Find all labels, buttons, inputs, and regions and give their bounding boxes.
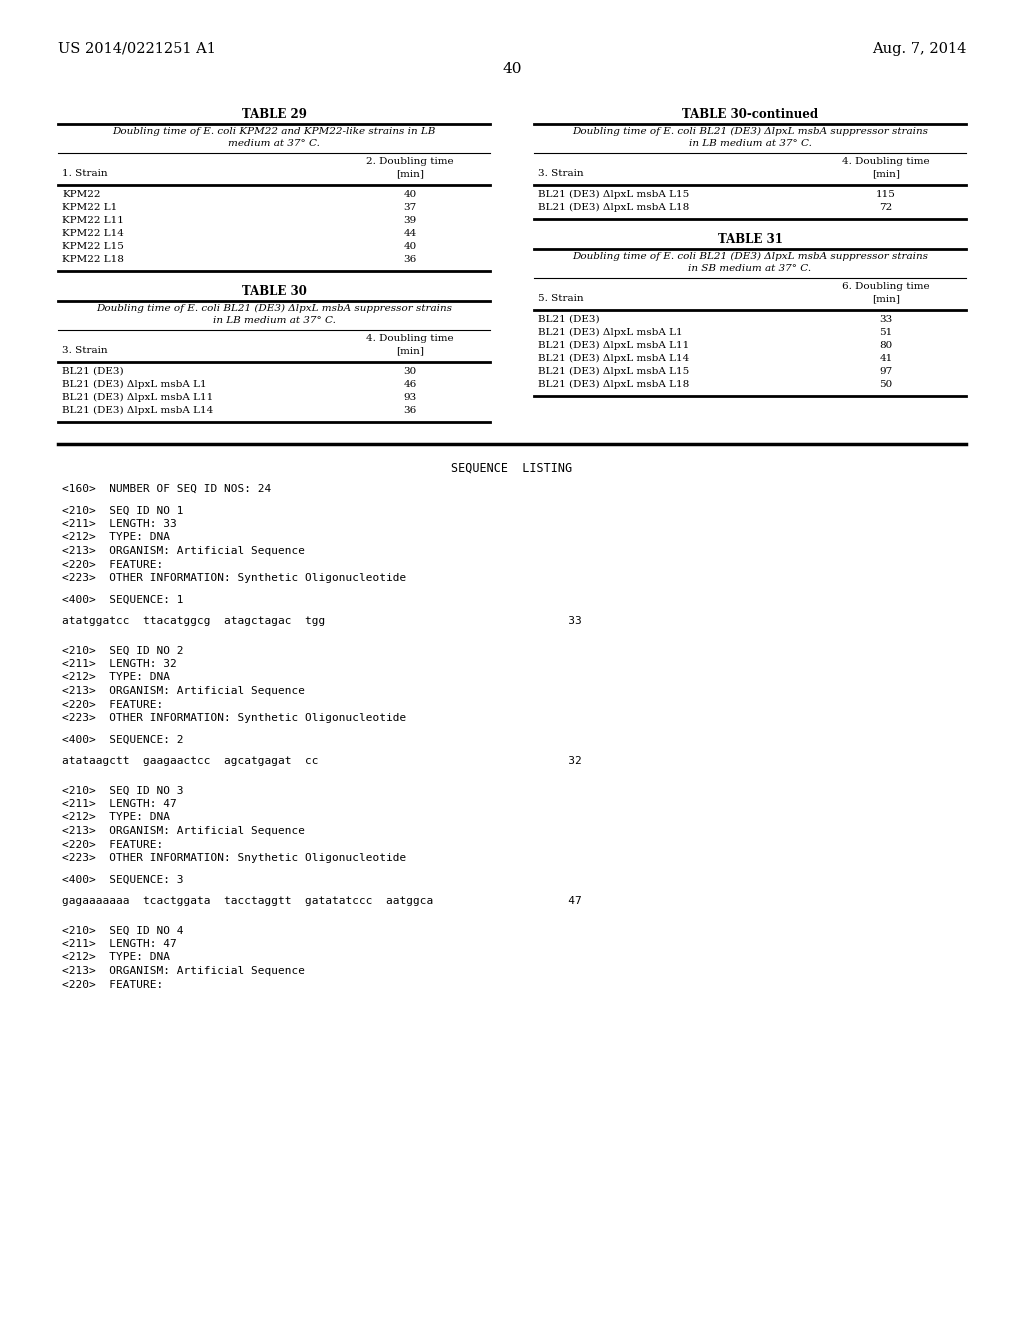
Text: KPM22 L1: KPM22 L1 (62, 203, 118, 213)
Text: <223>  OTHER INFORMATION: Synthetic Oligonucleotide: <223> OTHER INFORMATION: Synthetic Oligo… (62, 713, 407, 723)
Text: <212>  TYPE: DNA: <212> TYPE: DNA (62, 953, 170, 962)
Text: <213>  ORGANISM: Artificial Sequence: <213> ORGANISM: Artificial Sequence (62, 826, 305, 836)
Text: BL21 (DE3) ΔlpxL msbA L15: BL21 (DE3) ΔlpxL msbA L15 (538, 367, 689, 376)
Text: atatggatcc  ttacatggcg  atagctagac  tgg                                    33: atatggatcc ttacatggcg atagctagac tgg 33 (62, 616, 582, 626)
Text: 2. Doubling time: 2. Doubling time (367, 157, 454, 166)
Text: TABLE 30: TABLE 30 (242, 285, 306, 298)
Text: 1. Strain: 1. Strain (62, 169, 108, 178)
Text: BL21 (DE3) ΔlpxL msbA L1: BL21 (DE3) ΔlpxL msbA L1 (538, 327, 683, 337)
Text: BL21 (DE3) ΔlpxL msbA L14: BL21 (DE3) ΔlpxL msbA L14 (538, 354, 689, 363)
Text: 97: 97 (880, 367, 893, 376)
Text: KPM22 L11: KPM22 L11 (62, 216, 124, 224)
Text: SEQUENCE  LISTING: SEQUENCE LISTING (452, 462, 572, 475)
Text: 51: 51 (880, 327, 893, 337)
Text: BL21 (DE3) ΔlpxL msbA L18: BL21 (DE3) ΔlpxL msbA L18 (538, 380, 689, 389)
Text: <400>  SEQUENCE: 2: <400> SEQUENCE: 2 (62, 734, 183, 744)
Text: 6. Doubling time: 6. Doubling time (843, 282, 930, 290)
Text: gagaaaaaaa  tcactggata  tacctaggtt  gatatatccc  aatggca                    47: gagaaaaaaa tcactggata tacctaggtt gatatat… (62, 896, 582, 906)
Text: <211>  LENGTH: 32: <211> LENGTH: 32 (62, 659, 177, 669)
Text: Aug. 7, 2014: Aug. 7, 2014 (871, 42, 966, 55)
Text: <211>  LENGTH: 47: <211> LENGTH: 47 (62, 939, 177, 949)
Text: <210>  SEQ ID NO 1: <210> SEQ ID NO 1 (62, 506, 183, 516)
Text: 36: 36 (403, 255, 417, 264)
Text: KPM22 L15: KPM22 L15 (62, 242, 124, 251)
Text: <223>  OTHER INFORMATION: Synthetic Oligonucleotide: <223> OTHER INFORMATION: Synthetic Oligo… (62, 573, 407, 583)
Text: 115: 115 (877, 190, 896, 199)
Text: 5. Strain: 5. Strain (538, 294, 584, 304)
Text: KPM22: KPM22 (62, 190, 100, 199)
Text: 93: 93 (403, 393, 417, 403)
Text: 37: 37 (403, 203, 417, 213)
Text: Doubling time of E. coli BL21 (DE3) ΔlpxL msbA suppressor strains: Doubling time of E. coli BL21 (DE3) Δlpx… (572, 127, 928, 136)
Text: <211>  LENGTH: 33: <211> LENGTH: 33 (62, 519, 177, 529)
Text: BL21 (DE3): BL21 (DE3) (538, 315, 600, 323)
Text: 33: 33 (880, 315, 893, 323)
Text: <400>  SEQUENCE: 3: <400> SEQUENCE: 3 (62, 874, 183, 884)
Text: 40: 40 (403, 242, 417, 251)
Text: <210>  SEQ ID NO 4: <210> SEQ ID NO 4 (62, 925, 183, 936)
Text: in LB medium at 37° C.: in LB medium at 37° C. (213, 315, 336, 325)
Text: <211>  LENGTH: 47: <211> LENGTH: 47 (62, 799, 177, 809)
Text: TABLE 30-continued: TABLE 30-continued (682, 108, 818, 121)
Text: TABLE 31: TABLE 31 (718, 234, 782, 246)
Text: <212>  TYPE: DNA: <212> TYPE: DNA (62, 532, 170, 543)
Text: BL21 (DE3): BL21 (DE3) (62, 367, 124, 376)
Text: <212>  TYPE: DNA: <212> TYPE: DNA (62, 813, 170, 822)
Text: <223>  OTHER INFORMATION: Snythetic Oligonucleotide: <223> OTHER INFORMATION: Snythetic Oligo… (62, 853, 407, 863)
Text: 3. Strain: 3. Strain (538, 169, 584, 178)
Text: BL21 (DE3) ΔlpxL msbA L18: BL21 (DE3) ΔlpxL msbA L18 (538, 203, 689, 213)
Text: 4. Doubling time: 4. Doubling time (367, 334, 454, 343)
Text: <400>  SEQUENCE: 1: <400> SEQUENCE: 1 (62, 594, 183, 605)
Text: [min]: [min] (872, 294, 900, 304)
Text: <213>  ORGANISM: Artificial Sequence: <213> ORGANISM: Artificial Sequence (62, 546, 305, 556)
Text: <220>  FEATURE:: <220> FEATURE: (62, 840, 163, 850)
Text: TABLE 29: TABLE 29 (242, 108, 306, 121)
Text: US 2014/0221251 A1: US 2014/0221251 A1 (58, 42, 216, 55)
Text: <210>  SEQ ID NO 2: <210> SEQ ID NO 2 (62, 645, 183, 656)
Text: 36: 36 (403, 407, 417, 414)
Text: KPM22 L14: KPM22 L14 (62, 228, 124, 238)
Text: 40: 40 (403, 190, 417, 199)
Text: in LB medium at 37° C.: in LB medium at 37° C. (688, 139, 811, 148)
Text: <213>  ORGANISM: Artificial Sequence: <213> ORGANISM: Artificial Sequence (62, 966, 305, 975)
Text: BL21 (DE3) ΔlpxL msbA L1: BL21 (DE3) ΔlpxL msbA L1 (62, 380, 207, 389)
Text: [min]: [min] (396, 346, 424, 355)
Text: Doubling time of E. coli KPM22 and KPM22-like strains in LB: Doubling time of E. coli KPM22 and KPM22… (113, 127, 435, 136)
Text: BL21 (DE3) ΔlpxL msbA L11: BL21 (DE3) ΔlpxL msbA L11 (538, 341, 689, 350)
Text: 3. Strain: 3. Strain (62, 346, 108, 355)
Text: 44: 44 (403, 228, 417, 238)
Text: 80: 80 (880, 341, 893, 350)
Text: <220>  FEATURE:: <220> FEATURE: (62, 700, 163, 710)
Text: BL21 (DE3) ΔlpxL msbA L14: BL21 (DE3) ΔlpxL msbA L14 (62, 407, 213, 414)
Text: <160>  NUMBER OF SEQ ID NOS: 24: <160> NUMBER OF SEQ ID NOS: 24 (62, 484, 271, 494)
Text: BL21 (DE3) ΔlpxL msbA L15: BL21 (DE3) ΔlpxL msbA L15 (538, 190, 689, 199)
Text: 46: 46 (403, 380, 417, 389)
Text: <213>  ORGANISM: Artificial Sequence: <213> ORGANISM: Artificial Sequence (62, 686, 305, 696)
Text: Doubling time of E. coli BL21 (DE3) ΔlpxL msbA suppressor strains: Doubling time of E. coli BL21 (DE3) Δlpx… (572, 252, 928, 261)
Text: BL21 (DE3) ΔlpxL msbA L11: BL21 (DE3) ΔlpxL msbA L11 (62, 393, 213, 403)
Text: 40: 40 (502, 62, 522, 77)
Text: [min]: [min] (872, 169, 900, 178)
Text: Doubling time of E. coli BL21 (DE3) ΔlpxL msbA suppressor strains: Doubling time of E. coli BL21 (DE3) Δlpx… (96, 304, 452, 313)
Text: <212>  TYPE: DNA: <212> TYPE: DNA (62, 672, 170, 682)
Text: KPM22 L18: KPM22 L18 (62, 255, 124, 264)
Text: 39: 39 (403, 216, 417, 224)
Text: 72: 72 (880, 203, 893, 213)
Text: 41: 41 (880, 354, 893, 363)
Text: atataagctt  gaagaactcc  agcatgagat  cc                                     32: atataagctt gaagaactcc agcatgagat cc 32 (62, 756, 582, 766)
Text: [min]: [min] (396, 169, 424, 178)
Text: 30: 30 (403, 367, 417, 376)
Text: medium at 37° C.: medium at 37° C. (228, 139, 319, 148)
Text: <220>  FEATURE:: <220> FEATURE: (62, 979, 163, 990)
Text: 50: 50 (880, 380, 893, 389)
Text: in SB medium at 37° C.: in SB medium at 37° C. (688, 264, 812, 273)
Text: <210>  SEQ ID NO 3: <210> SEQ ID NO 3 (62, 785, 183, 796)
Text: <220>  FEATURE:: <220> FEATURE: (62, 560, 163, 569)
Text: 4. Doubling time: 4. Doubling time (843, 157, 930, 166)
